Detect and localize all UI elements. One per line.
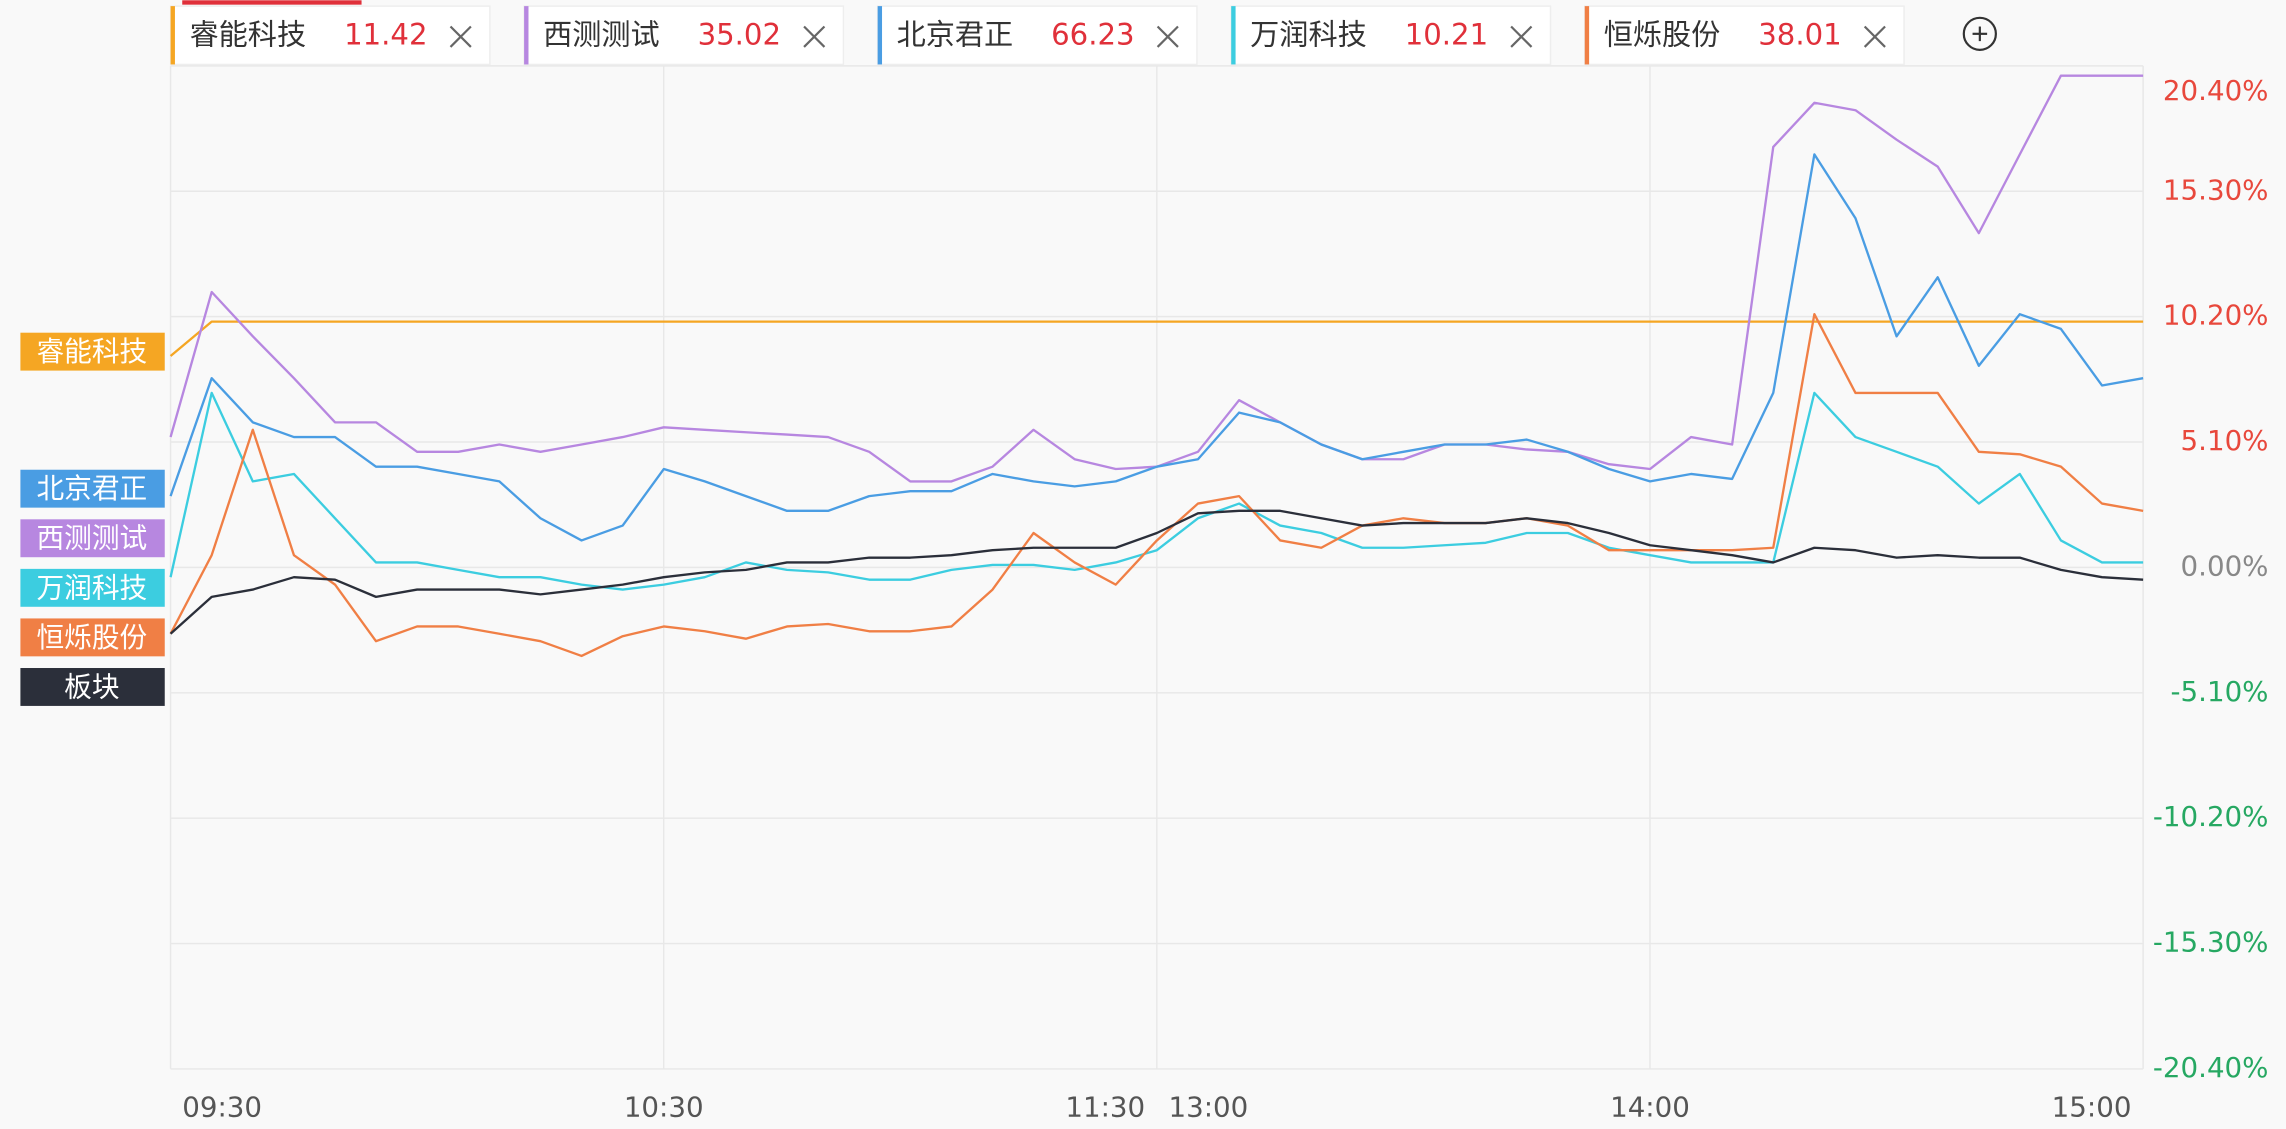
series-tag-label: 万润科技 bbox=[36, 571, 147, 604]
legend-tab[interactable]: 北京君正 66.23 bbox=[876, 5, 1198, 66]
tab-box bbox=[1584, 5, 1905, 66]
x-tick-label: 10:30 bbox=[624, 1090, 704, 1123]
series-tag-label: 板块 bbox=[64, 670, 119, 703]
series-tag-label: 睿能科技 bbox=[36, 335, 147, 368]
legend-price: 35.02 bbox=[698, 18, 781, 52]
series-tag-label: 北京君正 bbox=[36, 472, 147, 505]
legend-price: 66.23 bbox=[1051, 18, 1134, 52]
tab-box bbox=[169, 5, 491, 66]
tab-color bbox=[1231, 6, 1236, 65]
y-tick-label: 20.40% bbox=[2163, 74, 2269, 107]
legend-tab[interactable]: 恒烁股份 38.01 bbox=[1584, 5, 1905, 66]
legend-price: 11.42 bbox=[344, 18, 427, 52]
add-button[interactable] bbox=[1962, 16, 1997, 51]
close-icon[interactable] bbox=[803, 25, 826, 48]
y-tick-label: 10.20% bbox=[2163, 299, 2269, 332]
y-tick-label: -15.30% bbox=[2153, 926, 2269, 959]
tab-color bbox=[877, 6, 883, 65]
close-icon[interactable] bbox=[1156, 25, 1179, 48]
series-tag bbox=[20, 332, 165, 371]
x-tick-label: 11:30 bbox=[1065, 1090, 1145, 1123]
y-tick-label: -10.20% bbox=[2153, 800, 2269, 833]
series-line bbox=[169, 320, 2144, 357]
series-tag bbox=[20, 618, 165, 657]
series-tag bbox=[20, 568, 165, 607]
series-tag-label: 恒烁股份 bbox=[36, 621, 147, 654]
tab-color bbox=[1584, 6, 1590, 65]
tab-box bbox=[876, 5, 1198, 66]
series-tag-label: 西测测试 bbox=[36, 522, 147, 555]
series-tag bbox=[20, 668, 165, 706]
legend-price: 38.01 bbox=[1758, 18, 1841, 52]
x-tick-label: 15:00 bbox=[2052, 1090, 2132, 1123]
series-line bbox=[169, 313, 2144, 658]
x-tick-label: 14:00 bbox=[1610, 1090, 1690, 1123]
x-tick-label: 09:30 bbox=[182, 1090, 262, 1123]
close-icon[interactable] bbox=[1510, 25, 1533, 48]
series-line bbox=[169, 153, 2144, 542]
legend-tab[interactable]: 睿能科技 11.42 bbox=[169, 5, 491, 66]
legend-tab[interactable]: 西测测试 35.02 bbox=[523, 5, 845, 66]
legend-name: 北京君正 bbox=[897, 18, 1014, 52]
series-tag bbox=[20, 469, 165, 508]
series-line bbox=[169, 391, 2144, 591]
legend-name: 恒烁股份 bbox=[1604, 18, 1721, 52]
tab-box bbox=[1230, 5, 1552, 66]
legend-price: 10.21 bbox=[1405, 18, 1488, 52]
tab-color bbox=[170, 6, 175, 65]
legend-name: 西测测试 bbox=[543, 18, 660, 52]
y-tick-label: -20.40% bbox=[2153, 1051, 2269, 1084]
x-tick-label: 13:00 bbox=[1169, 1090, 1249, 1123]
active-indicator bbox=[182, 0, 362, 5]
series-tag bbox=[20, 519, 165, 558]
y-tick-label: -5.10% bbox=[2171, 675, 2269, 708]
close-icon[interactable] bbox=[449, 25, 472, 48]
close-icon[interactable] bbox=[1863, 25, 1886, 48]
legend-name: 万润科技 bbox=[1250, 18, 1367, 52]
y-tick-label: 15.30% bbox=[2163, 173, 2269, 206]
y-tick-label: 0.00% bbox=[2181, 549, 2269, 582]
tab-color bbox=[524, 6, 529, 65]
series-line bbox=[169, 509, 2144, 635]
y-tick-label: 5.10% bbox=[2181, 424, 2269, 457]
legend-tab[interactable]: 万润科技 10.21 bbox=[1230, 5, 1552, 66]
legend-name: 睿能科技 bbox=[190, 18, 307, 52]
tab-box bbox=[523, 5, 845, 66]
